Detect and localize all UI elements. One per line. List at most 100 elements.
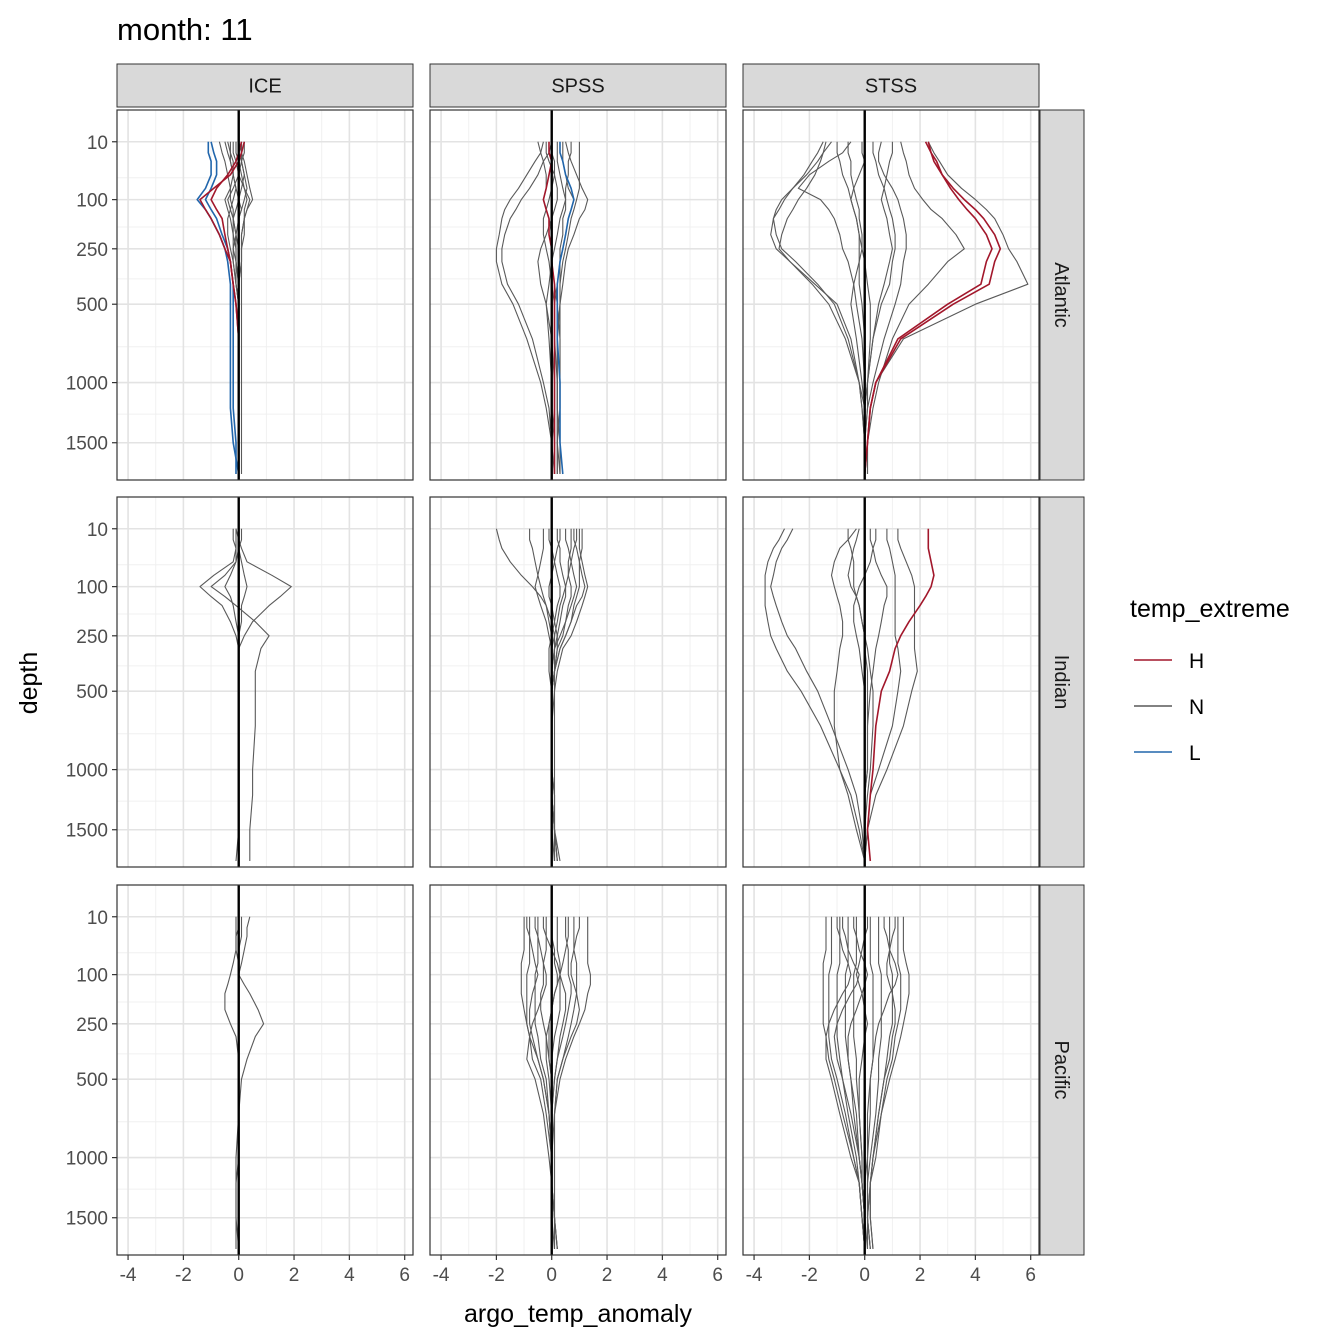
y-tick-label: 10 — [87, 520, 108, 541]
y-tick-label: 500 — [76, 295, 108, 316]
facet-panel — [742, 884, 1040, 1256]
profile-line-H — [866, 528, 935, 862]
panel-background — [117, 885, 413, 1255]
profile-line-H — [542, 141, 556, 474]
y-tick-label: 500 — [76, 1070, 108, 1091]
x-tick-label: 0 — [859, 1265, 870, 1286]
y-tick-label: 100 — [76, 966, 108, 987]
profile-line-N — [864, 916, 899, 1250]
profile-line-N — [864, 528, 888, 861]
panel-border — [429, 496, 727, 868]
y-tick-label: 10 — [87, 908, 108, 929]
row-strip-label: Pacific — [1050, 1041, 1072, 1100]
profile-line-N — [864, 141, 893, 474]
panel-background — [743, 110, 1039, 480]
profile-line-N — [847, 916, 869, 1249]
profile-line-H — [863, 141, 993, 475]
legend: temp_extreme HNL — [1130, 595, 1290, 765]
column-strip — [742, 63, 1040, 108]
profile-line-N — [864, 528, 918, 862]
panel-border — [429, 884, 727, 1256]
x-tick-label: -4 — [433, 1265, 450, 1286]
legend-label: N — [1189, 696, 1204, 719]
y-tick-label: 1000 — [66, 374, 108, 395]
facet-panel — [116, 109, 414, 481]
y-tick-label: 1500 — [66, 1209, 108, 1230]
column-strip — [116, 63, 414, 108]
profile-line-N — [847, 141, 866, 474]
panel-background — [743, 497, 1039, 867]
profile-line-N — [836, 916, 866, 1250]
x-tick-label: 0 — [233, 1265, 244, 1286]
row-strip-label: Atlantic — [1050, 262, 1072, 328]
y-tick-label: 100 — [76, 191, 108, 212]
y-tick-label: 10 — [87, 133, 108, 154]
y-axis-title: depth — [15, 652, 43, 715]
x-tick-label: -4 — [746, 1265, 763, 1286]
row-strip — [1039, 884, 1085, 1256]
profile-line-N — [864, 141, 907, 474]
x-tick-label: 6 — [1025, 1265, 1036, 1286]
profile-line-L — [556, 141, 575, 475]
legend-title: temp_extreme — [1130, 595, 1290, 623]
panel-border — [742, 496, 1040, 868]
x-tick-label: -2 — [488, 1265, 505, 1286]
y-tick-label: 250 — [76, 1015, 108, 1036]
column-strip-label: ICE — [248, 76, 281, 98]
profile-line-N — [825, 916, 866, 1250]
panel-background — [430, 885, 726, 1255]
x-axis-title: argo_temp_anomaly — [464, 1300, 692, 1328]
profile-line-N — [778, 141, 866, 474]
profile-line-N — [501, 141, 556, 475]
y-tick-label: 100 — [76, 578, 108, 599]
profile-line-N — [869, 916, 910, 1250]
panel-border — [116, 496, 414, 868]
legend-label: L — [1189, 742, 1201, 765]
y-tick-label: 1000 — [66, 1149, 108, 1170]
profile-line-N — [866, 141, 965, 474]
profile-line-N — [866, 916, 896, 1250]
facet-panel — [116, 884, 414, 1256]
panel-background — [430, 110, 726, 480]
row-strip — [1039, 109, 1085, 481]
facet-panels: ICE SPSS STSSAtlanticIndianPacific10100250… — [66, 63, 1085, 1286]
x-tick-label: 4 — [344, 1265, 355, 1286]
profile-line-N — [240, 141, 254, 474]
y-tick-label: 1500 — [66, 434, 108, 455]
x-tick-label: 2 — [915, 1265, 926, 1286]
legend-label: H — [1189, 650, 1204, 673]
x-tick-label: -2 — [801, 1265, 818, 1286]
column-strip-label: STSS — [865, 76, 917, 98]
legend-keys: HNL — [1134, 650, 1204, 765]
profile-line-N — [520, 916, 553, 1249]
panel-border — [742, 109, 1040, 481]
panel-background — [430, 497, 726, 867]
profile-line-N — [864, 528, 902, 862]
facet-panel — [742, 109, 1040, 481]
panel-background — [743, 885, 1039, 1255]
y-tick-label: 1000 — [66, 761, 108, 782]
x-tick-label: -2 — [175, 1265, 192, 1286]
x-tick-label: 6 — [712, 1265, 723, 1286]
y-tick-label: 250 — [76, 240, 108, 261]
x-tick-label: 4 — [657, 1265, 668, 1286]
panel-border — [116, 884, 414, 1256]
y-tick-label: 250 — [76, 627, 108, 648]
x-tick-label: 4 — [970, 1265, 981, 1286]
x-tick-label: 2 — [289, 1265, 300, 1286]
profile-line-L — [204, 141, 237, 474]
row-strip — [1039, 496, 1085, 868]
facet-panel — [116, 496, 414, 868]
chart-title: month: 11 — [117, 12, 253, 47]
profile-line-N — [855, 916, 869, 1249]
facet-panel — [429, 884, 727, 1256]
facet-panel — [429, 109, 727, 481]
y-tick-label: 1500 — [66, 821, 108, 842]
column-strip-label: SPSS — [551, 76, 604, 98]
row-strip-label: Indian — [1050, 655, 1072, 710]
x-tick-label: 6 — [399, 1265, 410, 1286]
facet-panel — [429, 496, 727, 868]
profile-line-N — [847, 528, 874, 861]
x-tick-label: 0 — [546, 1265, 557, 1286]
